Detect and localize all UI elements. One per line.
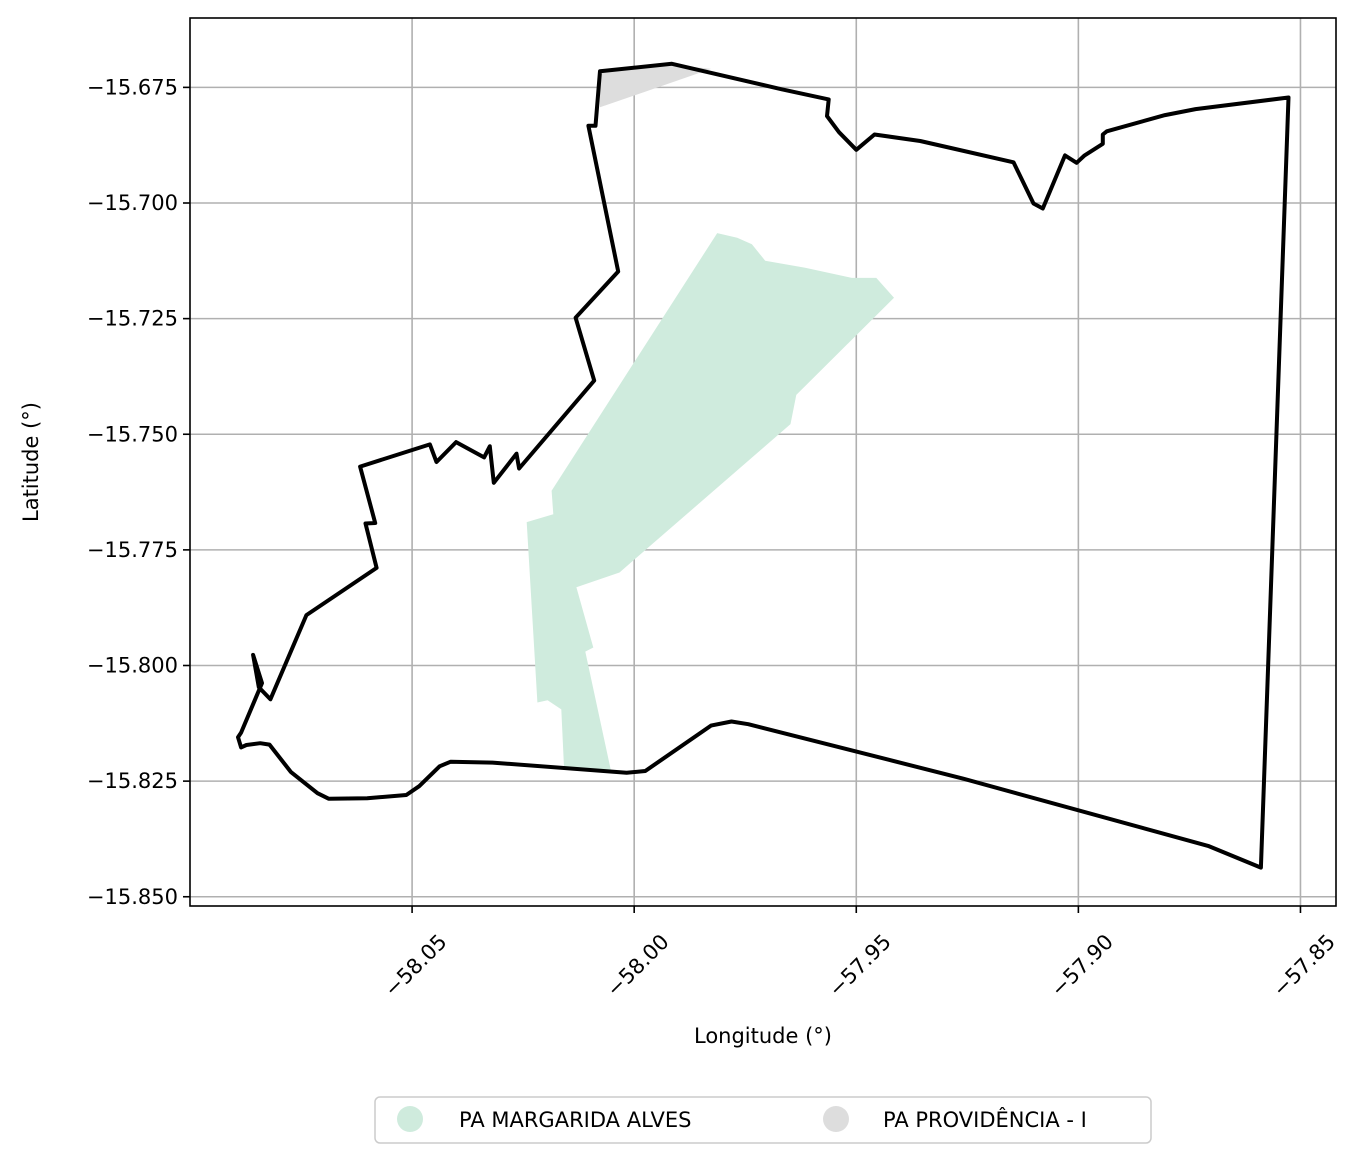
y-ticks: −15.675 −15.700 −15.725 −15.750 −15.775 −15.8… (87, 75, 190, 909)
area-pa-margarida-alves (526, 233, 894, 772)
area-polygons (526, 63, 894, 772)
y-axis-label: Latitude (°) (19, 402, 43, 522)
y-tick-label-5: −15.800 (87, 654, 178, 678)
area-pa-providencia-i (600, 63, 711, 108)
y-tick-label-4: −15.775 (87, 538, 178, 562)
municipal-boundary (236, 61, 1291, 870)
boundary-outline (236, 61, 1291, 870)
legend-marker-providencia (823, 1106, 849, 1132)
x-axis-label: Longitude (°) (694, 1024, 832, 1048)
legend-label-margarida: PA MARGARIDA ALVES (459, 1108, 691, 1132)
grid-lines (190, 18, 1336, 906)
legend: PA MARGARIDA ALVES PA PROVIDÊNCIA - I (374, 1096, 1152, 1144)
legend-box (374, 1096, 1152, 1144)
y-tick-label-1: −15.700 (87, 191, 178, 215)
y-tick-label-7: −15.850 (87, 885, 178, 909)
legend-label-providencia: PA PROVIDÊNCIA - I (883, 1107, 1087, 1132)
legend-marker-margarida (397, 1106, 423, 1132)
y-tick-label-3: −15.750 (87, 422, 178, 446)
y-tick-label-2: −15.725 (87, 307, 178, 331)
plot-frame (189, 17, 1337, 907)
y-tick-label-0: −15.675 (87, 75, 178, 99)
y-tick-label-6: −15.825 (87, 769, 178, 793)
